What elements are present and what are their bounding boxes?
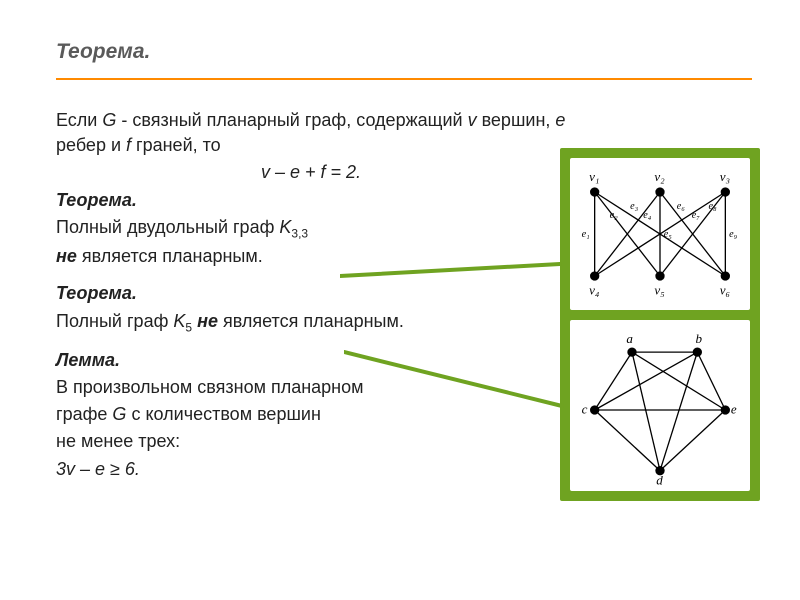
accent-line <box>56 78 752 80</box>
intro-line: Если G - связный планарный граф, содержа… <box>56 108 566 158</box>
svg-text:e: e <box>731 402 737 417</box>
theorem3-head: Теорема. <box>56 281 566 306</box>
svg-text:e₃: e₃ <box>630 201 639 212</box>
euler-formula: v – e + f = 2. <box>56 160 566 185</box>
svg-text:e₇: e₇ <box>692 210 701 221</box>
k5-graph: a b c d e <box>576 326 744 485</box>
svg-text:v₁: v₁ <box>589 169 599 184</box>
theorem3-line: Полный граф K5 не является планарным. <box>56 309 566 336</box>
slide-title: Теорема. <box>56 40 752 64</box>
svg-text:b: b <box>695 331 702 346</box>
svg-text:a: a <box>626 331 633 346</box>
k33-graph: v₁ v₂ v₃ v₄ v₅ v₆ e₁ e₂ e₃ e₄ e₅ e₆ e₇ e… <box>576 164 744 304</box>
svg-text:v₃: v₃ <box>720 169 730 184</box>
svg-text:e₈: e₈ <box>709 201 718 212</box>
lemma-l1: В произвольном связном планарном <box>56 375 566 400</box>
svg-text:c: c <box>582 402 588 417</box>
slide: Теорема. Если G - связный планарный граф… <box>0 0 800 600</box>
lemma-l3: не менее трех: <box>56 429 566 454</box>
figure-sidebar: v₁ v₂ v₃ v₄ v₅ v₆ e₁ e₂ e₃ e₄ e₅ e₆ e₇ e… <box>560 148 760 501</box>
svg-text:e₆: e₆ <box>677 201 686 212</box>
svg-text:v₄: v₄ <box>589 283 600 298</box>
svg-text:e₄: e₄ <box>643 210 652 221</box>
lemma-formula: 3v – e ≥ 6. <box>56 457 566 482</box>
k5-panel: a b c d e <box>570 320 750 491</box>
theorem2-line2: не является планарным. <box>56 244 566 269</box>
theorem2-line1: Полный двудольный граф K3,3 <box>56 215 566 242</box>
lemma-l2: графе G с количеством вершин <box>56 402 566 427</box>
svg-text:v₆: v₆ <box>720 283 730 298</box>
body-text: Если G - связный планарный граф, содержа… <box>56 108 566 482</box>
svg-text:v₂: v₂ <box>654 169 665 184</box>
svg-text:d: d <box>656 473 663 485</box>
theorem2-head: Теорема. <box>56 188 566 213</box>
svg-text:e₂: e₂ <box>610 210 619 221</box>
k33-panel: v₁ v₂ v₃ v₄ v₅ v₆ e₁ e₂ e₃ e₄ e₅ e₆ e₇ e… <box>570 158 750 310</box>
lemma-head: Лемма. <box>56 348 566 373</box>
svg-text:e₉: e₉ <box>729 229 738 240</box>
svg-text:v₅: v₅ <box>654 283 665 298</box>
svg-text:e₁: e₁ <box>582 229 590 240</box>
svg-text:e₅: e₅ <box>664 229 673 240</box>
